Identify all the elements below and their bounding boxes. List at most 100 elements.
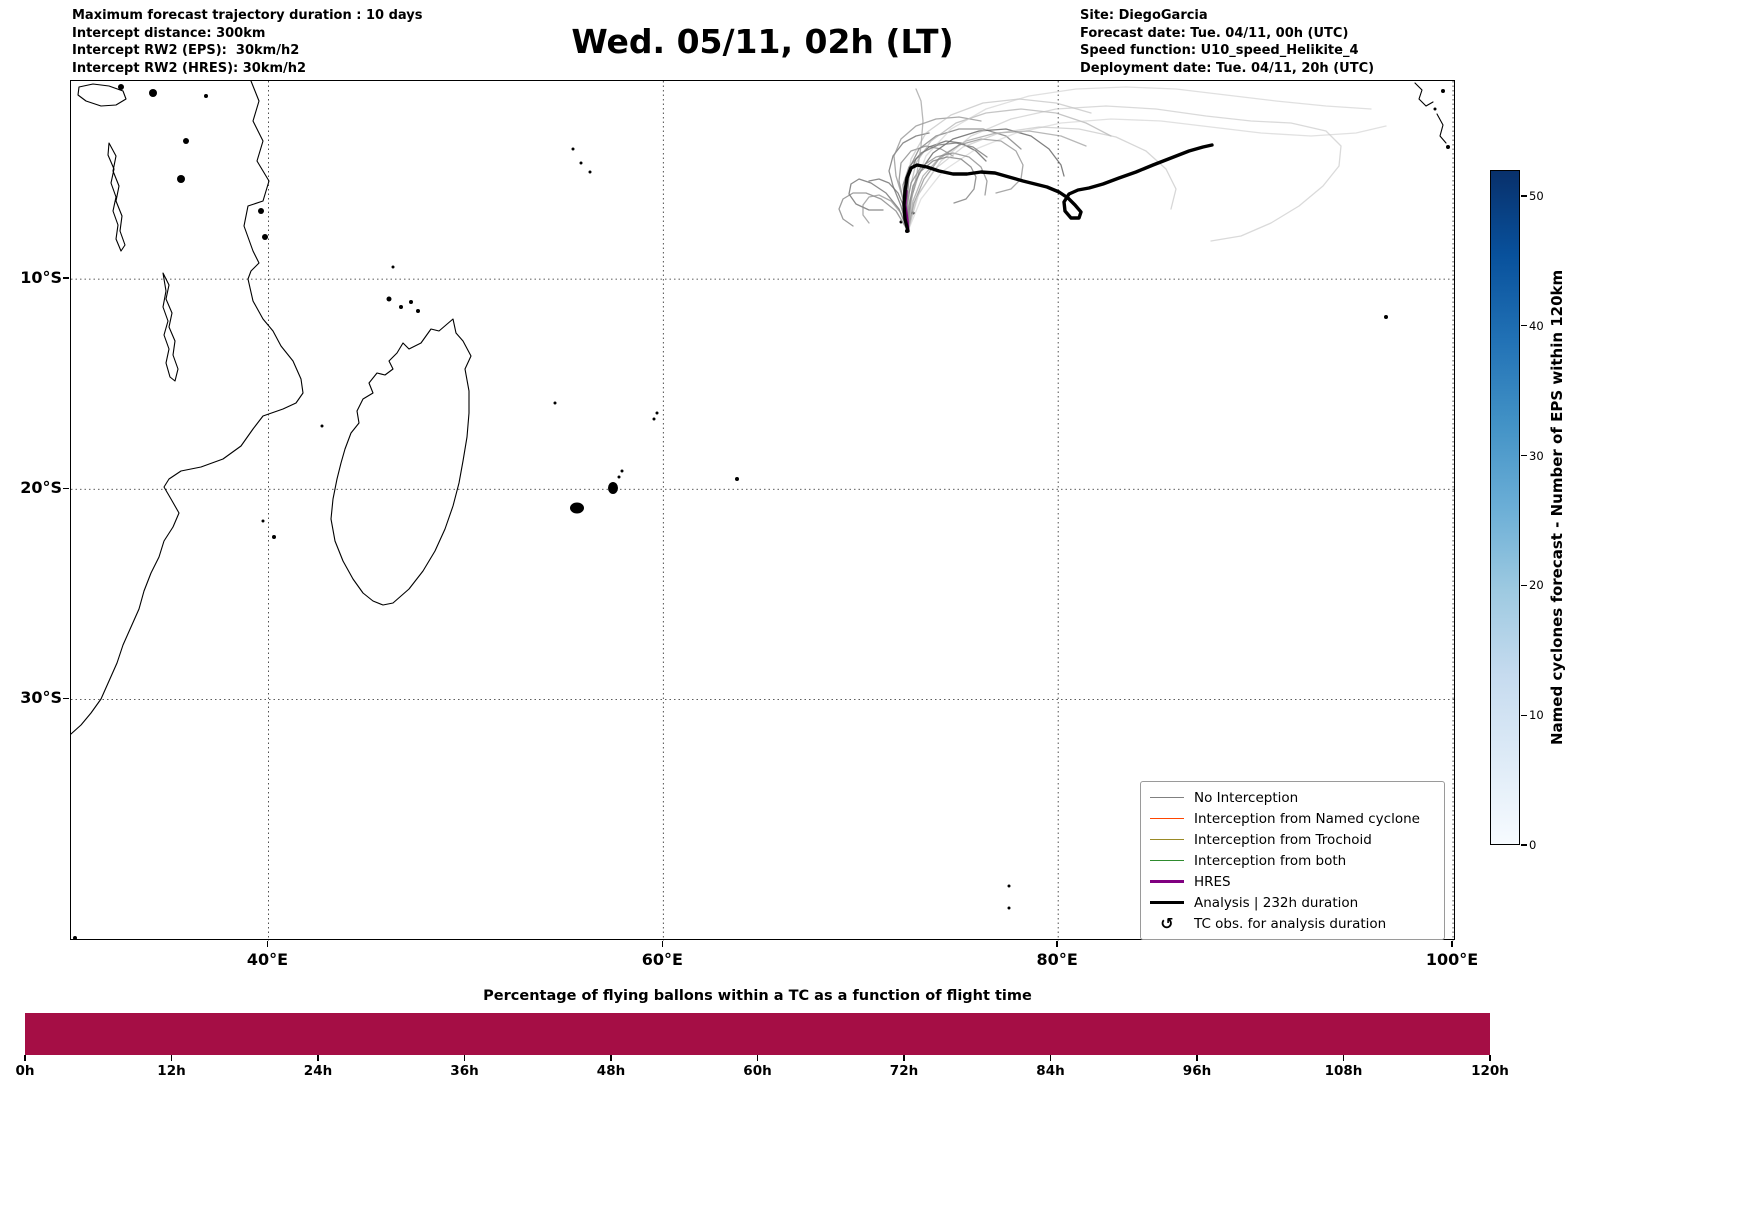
coastline-madagascar <box>330 318 472 606</box>
legend-item: No Interception <box>1149 787 1436 808</box>
colorbar-gradient <box>1491 171 1519 844</box>
line-swatch <box>1150 796 1184 799</box>
colorbar-tick-mark <box>1521 844 1527 846</box>
legend-item: HRES <box>1149 871 1436 892</box>
bottom-x-tick-label: 96h <box>1182 1063 1212 1079</box>
bottom-x-tick-mark <box>1196 1055 1198 1061</box>
bottom-x-tick-label: 72h <box>889 1063 919 1079</box>
legend-swatch <box>1149 838 1185 841</box>
grid-layer <box>71 81 1456 941</box>
map-panel: No Interception Interception from Named c… <box>70 80 1456 941</box>
balloon-percentage-bar <box>25 1013 1490 1055</box>
map-canvas <box>71 81 1456 941</box>
ensemble-track <box>907 156 977 232</box>
y-tick-mark <box>63 487 69 489</box>
legend-swatch <box>1149 796 1185 799</box>
info-line: Intercept distance: 300km <box>72 25 266 41</box>
info-line: Speed function: U10_speed_Helikite_4 <box>1080 43 1359 58</box>
colorbar-tick-label: 20 <box>1529 578 1544 593</box>
legend-swatch <box>1149 859 1185 862</box>
line-swatch <box>1150 859 1184 862</box>
ensemble-track <box>907 126 1177 232</box>
line-swatch <box>1150 817 1184 820</box>
y-tick-label: 20°S <box>20 478 62 498</box>
lake-victoria <box>77 83 127 107</box>
lake-tanganyika <box>107 142 126 252</box>
legend-swatch <box>1149 879 1185 884</box>
y-tick-mark <box>63 277 69 279</box>
colorbar-tick-label: 40 <box>1529 318 1544 333</box>
legend-label: Interception from Named cyclone <box>1194 810 1420 827</box>
legend-label: Analysis | 232h duration <box>1194 894 1359 911</box>
island-specks <box>73 84 1450 940</box>
page-title: Wed. 05/11, 02h (LT) <box>571 22 954 61</box>
bottom-x-tick-mark <box>1489 1055 1491 1061</box>
bottom-x-tick-mark <box>903 1055 905 1061</box>
colorbar-tick-label: 0 <box>1529 838 1537 852</box>
trajectory-layer <box>838 86 1387 242</box>
x-tick-mark <box>266 941 269 947</box>
bottom-x-tick-mark <box>756 1055 759 1061</box>
ensemble-track <box>907 105 1342 242</box>
line-swatch <box>1150 900 1184 905</box>
legend-label: Interception from both <box>1194 852 1347 869</box>
info-line: Site: DiegoGarcia <box>1080 8 1208 23</box>
legend-item: Interception from both <box>1149 850 1436 871</box>
x-tick-label: 60°E <box>641 950 683 969</box>
bottom-x-tick-mark <box>1342 1055 1345 1061</box>
lake-malawi <box>162 272 179 382</box>
ensemble-track <box>862 194 909 232</box>
ensemble-track <box>907 118 1387 232</box>
bottom-x-tick-label: 24h <box>303 1063 333 1079</box>
legend: No Interception Interception from Named c… <box>1140 781 1445 940</box>
x-tick-mark <box>661 941 664 947</box>
legend-item: Analysis | 232h duration <box>1149 892 1436 913</box>
legend-item: Interception from Named cyclone <box>1149 808 1436 829</box>
line-swatch <box>1150 838 1184 841</box>
y-tick-mark <box>63 697 69 700</box>
bottom-x-tick-label: 48h <box>596 1063 626 1079</box>
coastline-africa <box>71 81 304 735</box>
coastlines <box>71 81 1450 940</box>
x-tick-mark <box>1451 941 1453 947</box>
colorbar-tick-label: 10 <box>1529 708 1544 723</box>
x-tick-mark <box>1056 941 1058 947</box>
bottom-x-tick-mark <box>610 1055 612 1061</box>
bottom-x-tick-label: 84h <box>1036 1063 1065 1079</box>
info-line: Intercept RW2 (EPS): 30km/h2 <box>72 43 300 58</box>
legend-swatch <box>1149 817 1185 820</box>
ensemble-track <box>907 86 1372 232</box>
info-line: Forecast date: Tue. 04/11, 00h (UTC) <box>1080 25 1349 41</box>
colorbar-tick-label: 50 <box>1529 188 1544 203</box>
colorbar-tick-label: 30 <box>1529 448 1544 463</box>
ensemble-track <box>838 192 909 232</box>
legend-swatch <box>1149 900 1185 905</box>
y-tick-label: 10°S <box>20 268 62 288</box>
y-tick-label: 30°S <box>20 688 62 708</box>
bottom-x-tick-label: 0h <box>15 1063 35 1079</box>
bottom-x-tick-mark <box>24 1055 26 1061</box>
ensemble-track <box>906 140 987 232</box>
bottom-x-tick-mark <box>170 1055 173 1061</box>
legend-swatch: ↺ <box>1149 915 1185 932</box>
bottom-x-tick-mark <box>463 1055 466 1061</box>
legend-label: Interception from Trochoid <box>1194 831 1372 848</box>
coastline-sumatra <box>1414 82 1447 144</box>
colorbar-tick-mark <box>1521 454 1527 457</box>
legend-item: ↺ TC obs. for analysis duration <box>1149 913 1436 934</box>
bottom-x-tick-mark <box>317 1055 319 1061</box>
colorbar-tick-mark <box>1521 325 1527 327</box>
ensemble-track <box>888 132 930 232</box>
ensemble-track <box>893 116 982 232</box>
colorbar-tick-mark <box>1521 584 1527 587</box>
run-settings-block: Maximum forecast trajectory duration : 1… <box>72 7 423 77</box>
colorbar-label: Named cyclones forecast - Number of EPS … <box>1548 269 1566 746</box>
bottom-x-tick-label: 120h <box>1471 1063 1509 1079</box>
bottom-x-tick-label: 36h <box>450 1063 479 1079</box>
site-info-block: Site: DiegoGarcia Forecast date: Tue. 04… <box>1080 7 1374 77</box>
legend-label: TC obs. for analysis duration <box>1194 915 1387 932</box>
bottom-x-tick-label: 108h <box>1324 1063 1363 1079</box>
legend-item: Interception from Trochoid <box>1149 829 1436 850</box>
bottom-x-tick-label: 12h <box>157 1063 186 1079</box>
info-line: Maximum forecast trajectory duration : 1… <box>72 8 423 23</box>
